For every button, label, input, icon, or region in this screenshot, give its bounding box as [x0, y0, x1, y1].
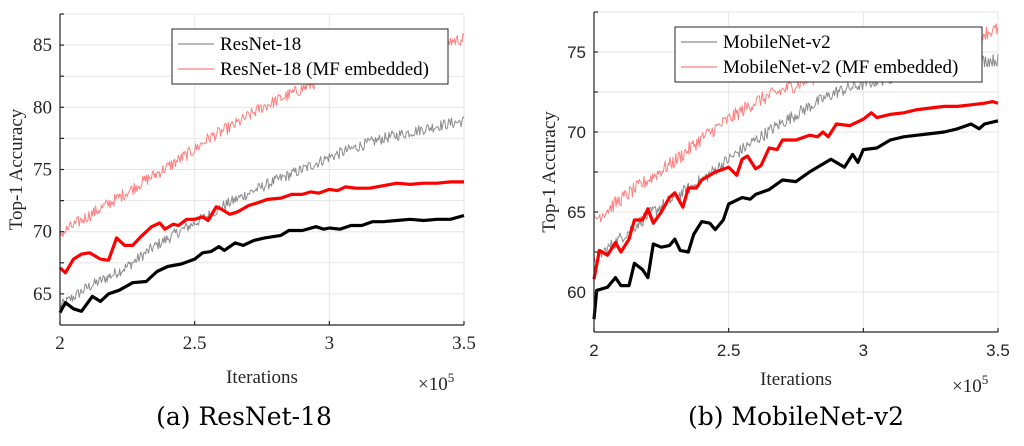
- x-tick-label: 3: [325, 333, 335, 354]
- tick-labels: 60 65 70 75 2 2.5 3 3.5: [567, 43, 1010, 360]
- x-axis-label: Iterations: [226, 367, 298, 388]
- y-tick-label: 60: [567, 283, 586, 302]
- x-multiplier-exp: 5: [448, 370, 455, 385]
- x-tick-label: 2: [589, 341, 598, 360]
- y-tick-label: 75: [567, 43, 586, 62]
- legend-box: [674, 26, 983, 83]
- x-tick-label: 3.5: [452, 333, 476, 354]
- caption: (a) ResNet-18: [156, 402, 332, 431]
- legend-box: [171, 28, 449, 85]
- axes: [593, 11, 999, 333]
- x-multiplier: ×105: [952, 372, 988, 397]
- y-axis-label: Top-1 Accuracy: [539, 111, 560, 233]
- y-tick-label: 65: [33, 284, 52, 305]
- y-tick-label: 80: [33, 97, 52, 118]
- caption: (b) MobileNet-v2: [688, 402, 904, 431]
- y-tick-label: 70: [33, 222, 52, 243]
- x-multiplier-exp: 5: [982, 372, 989, 387]
- series-line-3: [592, 99, 999, 280]
- x-tick-label: 2: [55, 333, 65, 354]
- x-multiplier: ×105: [418, 370, 454, 395]
- panel-resnet18: 65 70 75 80 85 2 2.5 3 3.5 Top-1 Accuracy Iterat…: [6, 13, 476, 431]
- series-line-3: [58, 180, 464, 275]
- series-line-0: [593, 54, 999, 263]
- x-multiplier-base: ×10: [952, 376, 982, 397]
- series-line-2: [58, 213, 465, 314]
- legend: MobileNet-v2 MobileNet-v2 (MF embedded): [674, 26, 983, 83]
- x-tick-label: 3: [859, 341, 868, 360]
- y-tick-label: 65: [567, 203, 586, 222]
- x-tick-label: 2.5: [717, 341, 741, 360]
- x-axis-label: Iterations: [760, 369, 832, 390]
- x-multiplier-base: ×10: [418, 374, 448, 395]
- y-tick-label: 70: [567, 123, 586, 142]
- x-tick-label: 3.5: [986, 341, 1010, 360]
- y-tick-label: 75: [33, 160, 52, 181]
- legend: ResNet-18 ResNet-18 (MF embedded): [171, 28, 449, 85]
- legend-label-mf: ResNet-18 (MF embedded): [220, 59, 429, 80]
- legend-label-mf: MobileNet-v2 (MF embedded): [723, 57, 958, 78]
- tick-labels: 65 70 75 80 85 2 2.5 3 3.5: [33, 35, 476, 354]
- series-line-0: [59, 116, 465, 309]
- panel-mobilenetv2: 60 65 70 75 2 2.5 3 3.5 Top-1 Accuracy Iteratio…: [539, 11, 1010, 431]
- axes: [59, 13, 465, 326]
- legend-label-baseline: ResNet-18: [220, 34, 301, 55]
- series-line-2: [592, 119, 999, 320]
- y-tick-label: 85: [33, 35, 52, 56]
- legend-label-baseline: MobileNet-v2: [723, 32, 831, 53]
- y-axis-label: Top-1 Accuracy: [6, 108, 27, 230]
- x-tick-label: 2.5: [183, 333, 207, 354]
